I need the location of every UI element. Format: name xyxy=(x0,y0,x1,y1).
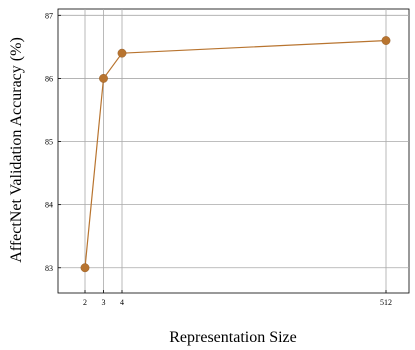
data-point xyxy=(80,263,90,273)
y-tick-label: 87 xyxy=(45,11,53,20)
data-point xyxy=(117,48,127,58)
data-point xyxy=(99,74,108,83)
data-series xyxy=(80,36,391,273)
y-tick-label: 83 xyxy=(45,264,53,273)
plot-area xyxy=(57,8,410,294)
x-tick-label: 512 xyxy=(380,298,392,307)
y-tick-label: 86 xyxy=(45,74,53,83)
y-axis-label: AffectNet Validation Accuracy (%) xyxy=(8,37,25,263)
axes: 83 84 85 86 87 2 3 4 512 xyxy=(45,11,392,307)
x-axis-label: Representation Size xyxy=(169,329,297,346)
x-tick-label: 3 xyxy=(102,298,106,307)
data-point xyxy=(381,36,391,45)
grid xyxy=(58,9,409,293)
series-line xyxy=(84,39,387,268)
y-tick-label: 85 xyxy=(45,138,53,147)
x-tick-label: 2 xyxy=(83,298,87,307)
y-tick-label: 84 xyxy=(45,201,53,210)
x-tick-label: 4 xyxy=(120,298,124,307)
